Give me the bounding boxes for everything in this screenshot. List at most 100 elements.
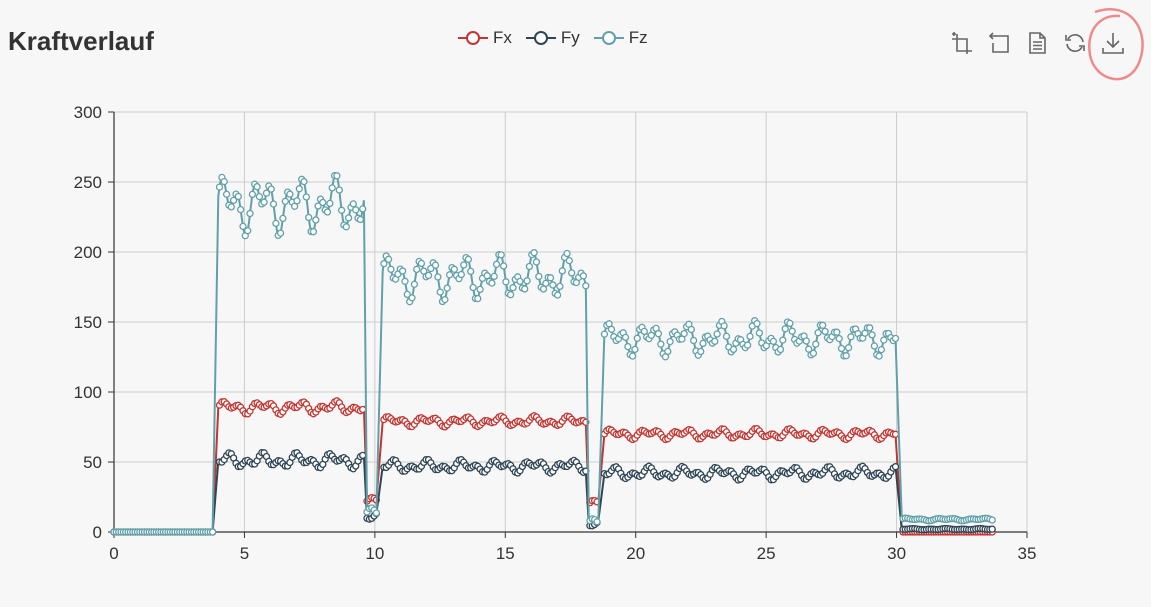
x-tick-label: 20 [626,544,645,563]
x-tick-label: 30 [887,544,906,563]
data-point-fz [877,345,886,354]
data-point-fz [689,336,698,345]
data-point-fz [835,334,843,343]
legend-item-fy[interactable]: Fy [525,28,580,48]
restore-icon[interactable] [1062,30,1088,56]
legend-label-fy: Fy [560,28,580,47]
data-point-fz [314,202,322,210]
data-point-fz [344,214,353,222]
data-point-fz [565,256,573,265]
data-point-fz [553,291,562,299]
data-point-fz [812,340,820,348]
x-tick-label: 0 [109,544,118,563]
data-point-fz [814,329,822,337]
data-point-fz [746,332,754,341]
data-point-fz [988,516,996,524]
data-point-fz [844,344,853,352]
data-point-fz [443,284,451,292]
data-point-fz [246,209,254,218]
data-point-fz [445,271,454,279]
data-point-fz [436,288,444,296]
data-point-fz [483,272,491,280]
data-point-fz [558,267,566,275]
data-point-fz [413,265,421,274]
data-point-fz [556,282,564,291]
data-point-fz [227,203,235,211]
data-point-fz [563,249,571,258]
chart-title: Kraftverlauf [8,26,154,56]
data-point-fz [293,197,301,205]
data-point-fz [326,199,334,208]
data-point-fz [295,185,303,193]
data-point-fz [880,336,888,344]
data-point-fz [215,183,224,191]
data-point-fz [356,215,365,224]
legend-item-fx[interactable]: Fx [458,28,512,48]
data-point-fz [781,325,789,333]
data-point-fz [276,229,285,237]
data-point-fz [272,219,280,228]
y-tick-label: 250 [74,173,102,192]
x-tick-label: 10 [365,544,384,563]
data-point-fz [582,282,590,290]
data-point-fz [502,278,510,286]
legend-fy-marker-icon [525,31,556,45]
data-point-fz [833,328,841,336]
save-image-icon[interactable] [1100,30,1126,56]
data-point-fz [333,172,341,180]
legend: Fx Fy Fz [458,28,648,48]
data-point-fz [417,259,426,268]
data-point-fz [607,325,616,333]
data-point-fz [631,345,639,354]
data-point-fx [891,430,900,438]
data-point-fy [988,525,996,533]
data-point-fz [302,193,311,201]
data-point-fz [847,333,855,341]
data-point-fz [549,281,557,289]
data-point-fz [657,340,665,348]
data-point-fy [359,451,367,460]
data-point-fz [253,183,261,191]
data-point-fz [776,345,785,354]
x-tick-label: 25 [757,544,776,563]
data-point-fy [891,463,900,471]
data-point-fz [755,329,764,337]
data-point-fz [516,277,524,286]
data-point-fx [359,405,367,414]
data-point-fz [323,208,332,216]
data-point-fz [729,345,738,354]
data-point-fz [239,222,247,231]
data-point-fz [387,265,395,273]
data-point-fz [229,196,238,205]
data-point-fz [521,285,529,293]
data-point-fz [628,352,637,360]
data-point-fz [260,198,268,206]
data-point-fz [349,200,357,208]
data-point-fz [593,518,601,526]
data-point-fz [460,261,468,269]
data-point-fz [579,272,588,280]
data-point-fz [786,319,794,328]
data-point-fz [380,259,388,268]
data-point-fz [523,277,531,285]
data-point-fz [664,347,672,356]
data-view-icon[interactable] [1024,30,1050,56]
annotation-circle [1088,8,1144,81]
legend-fx-marker-icon [458,31,488,45]
data-point-fz [509,284,517,292]
data-point-fz [408,294,416,302]
zoom-reset-icon[interactable] [986,30,1012,56]
data-point-fz [434,273,442,281]
data-point-fz [234,192,242,201]
data-point-fz [328,184,336,192]
data-point-fz [342,223,350,231]
zoom-icon[interactable] [948,30,974,56]
data-point-fz [492,260,501,268]
legend-item-fz[interactable]: Fz [593,28,648,48]
data-point-fz [633,334,641,342]
data-point-fz [262,189,271,197]
legend-label-fx: Fx [493,28,512,47]
data-point-fz [837,344,846,353]
data-point-fz [335,186,343,194]
